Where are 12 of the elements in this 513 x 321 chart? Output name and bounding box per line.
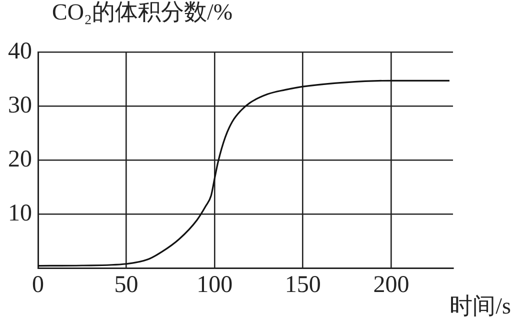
x-tick-label: 100: [196, 272, 233, 298]
y-axis-title: CO₂的体积分数/%: [52, 0, 233, 25]
x-tick-label: 200: [373, 272, 410, 298]
x-tick-label: 0: [32, 272, 44, 298]
x-tick-label: 50: [114, 272, 138, 298]
y-tick-label: 40: [8, 38, 32, 64]
y-tick-label: 30: [8, 92, 32, 118]
y-tick-label: 20: [8, 146, 32, 172]
x-tick-label: 150: [284, 272, 321, 298]
line-series: [38, 80, 450, 267]
x-axis-title: 时间/s: [450, 294, 512, 319]
y-tick-label: 10: [8, 200, 32, 226]
